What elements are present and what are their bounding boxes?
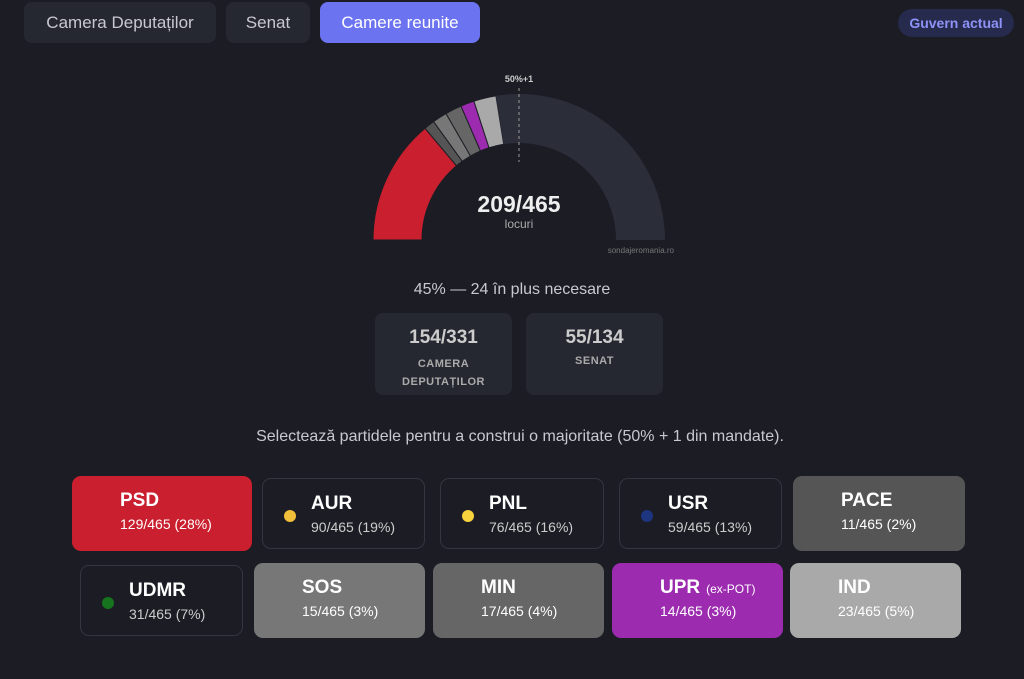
party-seats: 23/465 (5%)	[838, 603, 915, 619]
party-seats: 14/465 (3%)	[660, 603, 737, 619]
party-card[interactable]: USR 59/465 (13%)	[619, 478, 782, 549]
badge[interactable]: Guvern actual	[898, 9, 1014, 37]
tab[interactable]: Camere reunite	[320, 2, 480, 43]
gauge-unit: locuri	[505, 217, 534, 231]
party-card[interactable]: AUR 90/465 (19%)	[262, 478, 425, 549]
party-seats: 15/465 (3%)	[302, 603, 379, 619]
chamber-card: 55/134 SENAT	[526, 313, 663, 395]
party-name-text: USR	[668, 493, 709, 514]
party-name-text: IND	[838, 577, 871, 598]
party-card[interactable]: MIN 17/465 (4%)	[433, 563, 604, 638]
party-name-text: UDMR	[129, 580, 186, 601]
party-name: UPR (ex-POT)	[660, 577, 755, 599]
party-seats: 76/465 (16%)	[489, 519, 574, 535]
chamber-value: 55/134	[565, 327, 624, 348]
party-dot	[641, 510, 653, 522]
party-seats: 129/465 (28%)	[120, 516, 212, 532]
gauge-segment	[473, 95, 505, 149]
chamber-value: 154/331	[409, 327, 478, 348]
chamber-label: CAMERA DEPUTAȚILOR	[402, 358, 485, 388]
party-dot	[102, 597, 114, 609]
party-name: SOS	[302, 577, 342, 599]
party-name: UDMR	[129, 580, 186, 602]
gauge-remainder	[495, 94, 665, 241]
party-card[interactable]: PSD 129/465 (28%)	[72, 476, 252, 551]
party-name-text: AUR	[311, 493, 353, 514]
summary: 45% — 24 în plus necesare	[413, 281, 611, 298]
chamber-label: SENAT	[575, 355, 614, 367]
party-card[interactable]: IND 23/465 (5%)	[790, 563, 961, 638]
party-name: IND	[838, 577, 871, 599]
party-name: PACE	[841, 490, 892, 512]
majority-label: 50%+1	[505, 74, 533, 84]
party-card[interactable]: PNL 76/465 (16%)	[440, 478, 604, 549]
party-card[interactable]: SOS 15/465 (3%)	[254, 563, 425, 638]
party-name-text: PNL	[489, 493, 527, 514]
party-dot	[462, 510, 474, 522]
party-name: AUR	[311, 493, 352, 515]
party-name: PSD	[120, 490, 159, 512]
tab[interactable]: Senat	[226, 2, 310, 43]
party-card[interactable]: UDMR 31/465 (7%)	[80, 565, 243, 636]
party-note: (ex-POT)	[706, 582, 756, 596]
party-seats: 31/465 (7%)	[129, 606, 206, 622]
party-name-text: UPR	[660, 577, 701, 598]
party-name-text: MIN	[481, 577, 516, 598]
party-seats: 11/465 (2%)	[841, 516, 917, 532]
party-name: USR	[668, 493, 708, 515]
party-card[interactable]: UPR (ex-POT) 14/465 (3%)	[612, 563, 783, 638]
party-name-text: SOS	[302, 577, 343, 598]
party-name: MIN	[481, 577, 516, 599]
party-name-text: PACE	[841, 490, 893, 511]
party-dot	[284, 510, 296, 522]
party-seats: 90/465 (19%)	[311, 519, 396, 535]
gauge-value: 209/465	[477, 191, 560, 217]
party-card[interactable]: PACE 11/465 (2%)	[793, 476, 965, 551]
tab[interactable]: Camera Deputaților	[24, 2, 216, 43]
instruction: Selectează partidele pentru a construi o…	[256, 428, 784, 445]
party-seats: 17/465 (4%)	[481, 603, 558, 619]
party-name-text: PSD	[120, 490, 160, 511]
watermark: sondajeromania.ro	[608, 246, 675, 255]
party-name: PNL	[489, 493, 527, 515]
chamber-card: 154/331 CAMERA DEPUTAȚILOR	[375, 313, 512, 395]
party-seats: 59/465 (13%)	[668, 519, 753, 535]
